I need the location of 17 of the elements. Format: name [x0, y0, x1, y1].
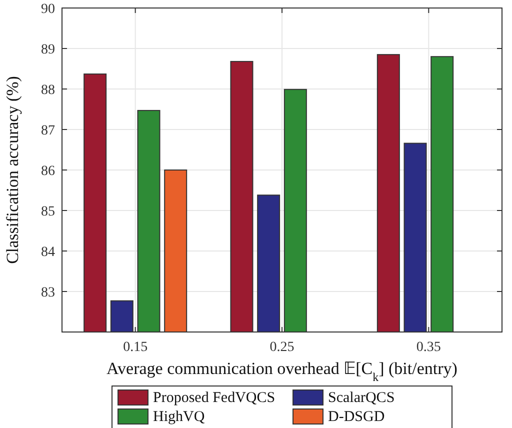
legend-label: D-DSGD	[328, 409, 385, 425]
legend-label: HighVQ	[153, 409, 205, 425]
y-tick-label: 86	[41, 164, 55, 179]
x-axis-title: Average communication overhead 𝔼[C$_{k}$] (bit/entry)	[106, 359, 458, 384]
y-tick-label: 89	[41, 42, 55, 58]
y-tick-label: 87	[41, 123, 55, 138]
x-tick-label: 0.35	[416, 340, 441, 355]
y-tick-label: 85	[41, 204, 55, 220]
legend-label: Proposed FedVQCS	[153, 390, 276, 406]
y-tick-label: 90	[41, 2, 55, 17]
x-tick-label: 0.15	[123, 340, 148, 355]
y-tick-label: 83	[41, 285, 55, 300]
y-axis-title: Classification accuracy (%)	[3, 76, 22, 264]
y-tick-label: 84	[41, 244, 55, 260]
y-tick-label: 88	[41, 82, 55, 98]
x-tick-label: 0.25	[270, 340, 294, 355]
legend-label: ScalarQCS	[328, 390, 395, 406]
